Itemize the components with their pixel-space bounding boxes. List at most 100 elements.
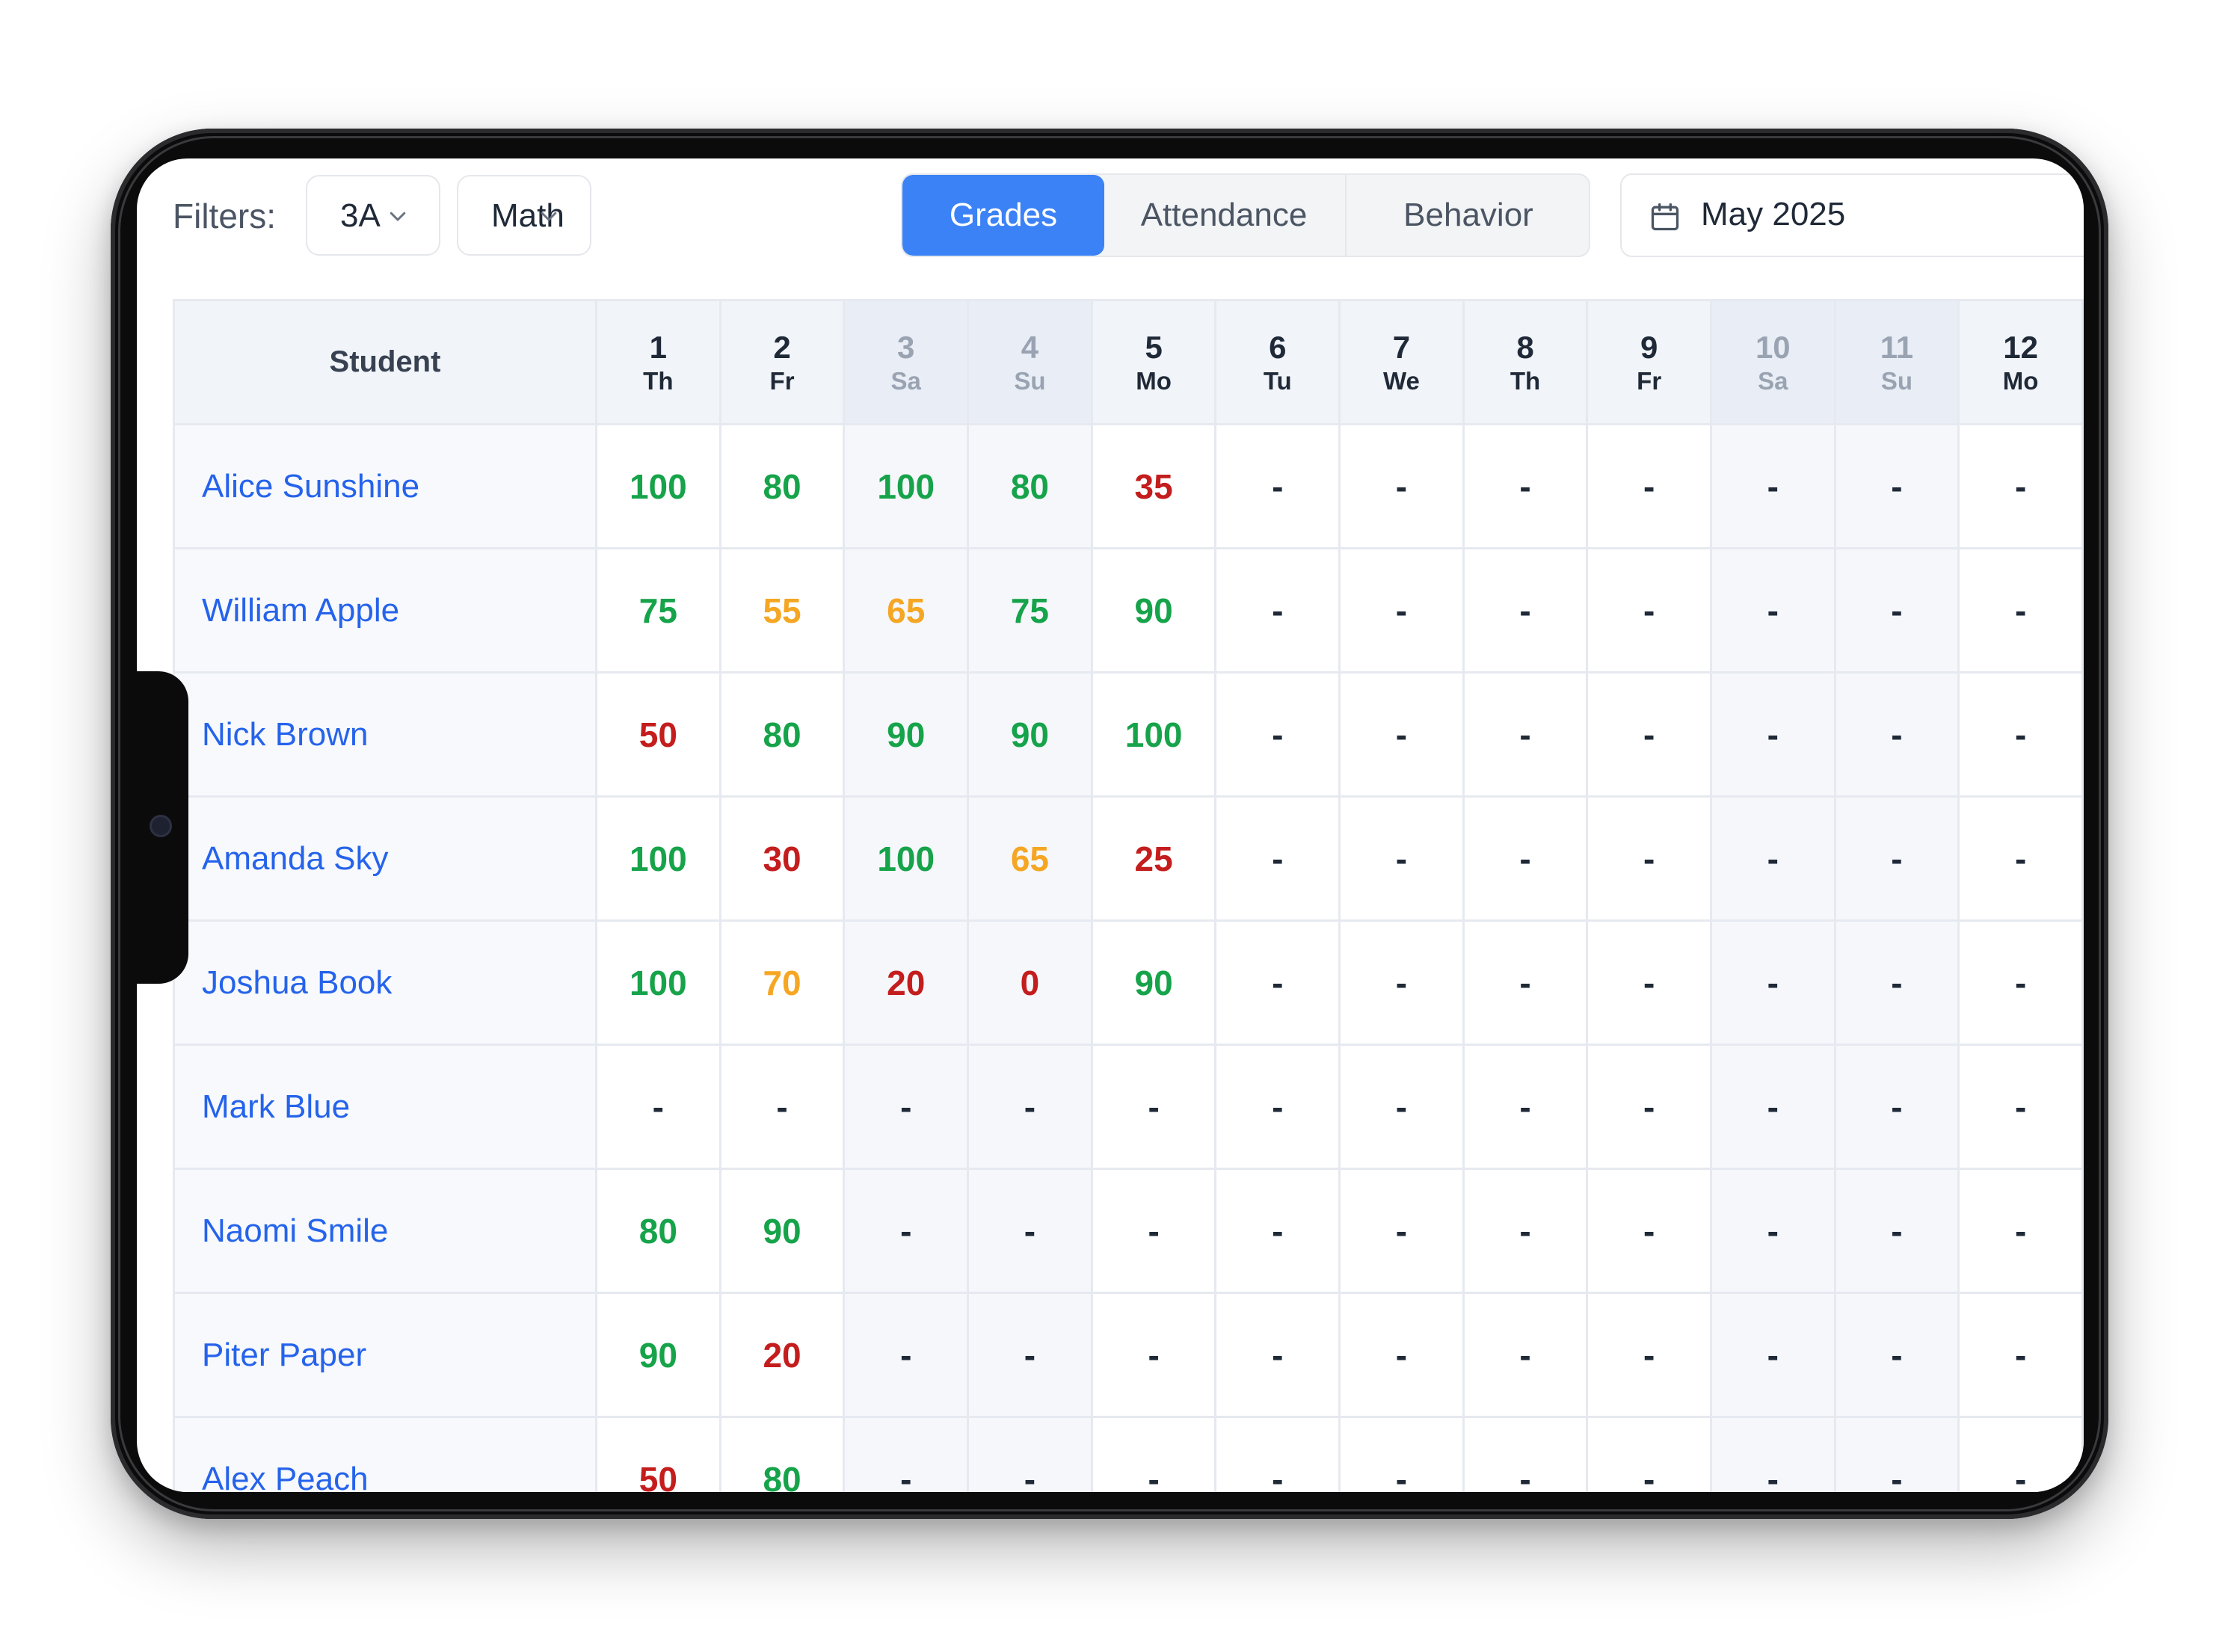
grade-cell[interactable]: 0 — [967, 919, 1093, 1046]
grade-cell[interactable]: 90 — [1090, 547, 1217, 674]
tab-behavior[interactable]: Behavior — [1403, 197, 1533, 233]
grade-cell[interactable]: - — [1462, 1416, 1589, 1492]
grade-cell[interactable]: - — [843, 1044, 970, 1170]
grade-cell[interactable]: - — [1090, 1416, 1217, 1492]
grade-cell[interactable]: 75 — [594, 547, 721, 674]
grade-cell[interactable]: - — [1709, 1416, 1836, 1492]
grade-cell[interactable]: - — [1957, 547, 2084, 674]
grade-cell[interactable]: 90 — [718, 1168, 846, 1294]
grade-cell[interactable]: 25 — [1090, 795, 1217, 922]
grade-cell[interactable]: - — [1338, 547, 1465, 674]
grade-cell[interactable]: 20 — [718, 1292, 846, 1418]
grade-cell[interactable]: - — [1214, 919, 1341, 1046]
grade-cell[interactable]: 65 — [967, 795, 1093, 922]
grade-cell[interactable]: 70 — [718, 919, 846, 1046]
grade-cell[interactable]: 100 — [594, 795, 721, 922]
grade-cell[interactable]: 90 — [967, 671, 1093, 798]
grade-cell[interactable]: 100 — [843, 423, 970, 549]
grade-cell[interactable]: - — [1957, 423, 2084, 549]
grade-cell[interactable]: - — [1586, 547, 1712, 674]
grade-cell[interactable]: - — [967, 1416, 1093, 1492]
student-name-link[interactable]: William Apple — [173, 547, 597, 674]
grade-cell[interactable]: - — [1214, 671, 1341, 798]
grade-cell[interactable]: - — [1586, 1416, 1712, 1492]
grade-cell[interactable]: - — [1462, 1292, 1589, 1418]
grade-cell[interactable]: - — [1586, 423, 1712, 549]
grade-cell[interactable]: - — [1709, 671, 1836, 798]
student-name-link[interactable]: Alex Peach — [173, 1416, 597, 1492]
grade-cell[interactable]: 100 — [1090, 671, 1217, 798]
grade-cell[interactable]: 80 — [718, 671, 846, 798]
grade-cell[interactable]: - — [1462, 423, 1589, 549]
grade-cell[interactable]: 20 — [843, 919, 970, 1046]
grade-cell[interactable]: 90 — [1090, 919, 1217, 1046]
grade-cell[interactable]: - — [1462, 919, 1589, 1046]
grade-cell[interactable]: - — [1214, 1416, 1341, 1492]
grade-cell[interactable]: - — [1338, 919, 1465, 1046]
grade-cell[interactable]: - — [1214, 1044, 1341, 1170]
grade-cell[interactable]: 90 — [594, 1292, 721, 1418]
grade-cell[interactable]: - — [1090, 1044, 1217, 1170]
student-name-link[interactable]: Nick Brown — [173, 671, 597, 798]
grade-cell[interactable]: - — [1586, 1044, 1712, 1170]
student-name-link[interactable]: Joshua Book — [173, 919, 597, 1046]
grade-cell[interactable]: - — [1090, 1292, 1217, 1418]
grade-cell[interactable]: - — [843, 1168, 970, 1294]
grade-cell[interactable]: - — [594, 1044, 721, 1170]
grade-cell[interactable]: 100 — [594, 919, 721, 1046]
grade-cell[interactable]: - — [1833, 1168, 1960, 1294]
grade-cell[interactable]: - — [1338, 795, 1465, 922]
grade-cell[interactable]: 75 — [967, 547, 1093, 674]
student-name-link[interactable]: Alice Sunshine — [173, 423, 597, 549]
grade-cell[interactable]: - — [1833, 919, 1960, 1046]
grade-cell[interactable]: 50 — [594, 1416, 721, 1492]
grade-cell[interactable]: - — [1833, 547, 1960, 674]
grade-cell[interactable]: - — [1586, 919, 1712, 1046]
grade-cell[interactable]: - — [1462, 1168, 1589, 1294]
grade-cell[interactable]: - — [1338, 423, 1465, 549]
grade-cell[interactable]: - — [967, 1292, 1093, 1418]
grade-cell[interactable]: - — [1586, 795, 1712, 922]
grade-cell[interactable]: - — [967, 1044, 1093, 1170]
grade-cell[interactable]: - — [1957, 671, 2084, 798]
class-select[interactable]: 3A — [306, 175, 440, 256]
grade-cell[interactable]: - — [1833, 423, 1960, 549]
grade-cell[interactable]: - — [1586, 1168, 1712, 1294]
grade-cell[interactable]: - — [1709, 1044, 1836, 1170]
grade-cell[interactable]: - — [1586, 1292, 1712, 1418]
grade-cell[interactable]: - — [1462, 1044, 1589, 1170]
grade-cell[interactable]: - — [1214, 795, 1341, 922]
grade-cell[interactable]: - — [1462, 547, 1589, 674]
grade-cell[interactable]: - — [1957, 1416, 2084, 1492]
grade-cell[interactable]: - — [1709, 919, 1836, 1046]
grade-cell[interactable]: - — [1338, 1168, 1465, 1294]
grade-cell[interactable]: - — [843, 1416, 970, 1492]
grade-cell[interactable]: - — [1709, 1168, 1836, 1294]
grade-cell[interactable]: 50 — [594, 671, 721, 798]
grade-cell[interactable]: 55 — [718, 547, 846, 674]
grade-cell[interactable]: - — [1462, 671, 1589, 798]
student-name-link[interactable]: Amanda Sky — [173, 795, 597, 922]
grade-cell[interactable]: - — [1709, 795, 1836, 922]
student-name-link[interactable]: Mark Blue — [173, 1044, 597, 1170]
tab-grades[interactable]: Grades — [902, 175, 1104, 256]
grade-cell[interactable]: 30 — [718, 795, 846, 922]
grade-cell[interactable]: 80 — [967, 423, 1093, 549]
grade-cell[interactable]: - — [1957, 919, 2084, 1046]
grade-cell[interactable]: - — [843, 1292, 970, 1418]
grade-cell[interactable]: 80 — [594, 1168, 721, 1294]
grade-cell[interactable]: - — [1214, 547, 1341, 674]
student-name-link[interactable]: Naomi Smile — [173, 1168, 597, 1294]
student-name-link[interactable]: Piter Paper — [173, 1292, 597, 1418]
grade-cell[interactable]: - — [1338, 1044, 1465, 1170]
grade-cell[interactable]: 65 — [843, 547, 970, 674]
grade-cell[interactable]: - — [1586, 671, 1712, 798]
grade-cell[interactable]: - — [1338, 1416, 1465, 1492]
grade-cell[interactable]: - — [1709, 547, 1836, 674]
grade-cell[interactable]: 100 — [843, 795, 970, 922]
grade-cell[interactable]: - — [1338, 671, 1465, 798]
grade-cell[interactable]: - — [1957, 1044, 2084, 1170]
subject-select[interactable]: Math — [457, 175, 591, 256]
month-picker[interactable]: May 2025 — [1620, 173, 2084, 257]
grade-cell[interactable]: - — [1833, 671, 1960, 798]
